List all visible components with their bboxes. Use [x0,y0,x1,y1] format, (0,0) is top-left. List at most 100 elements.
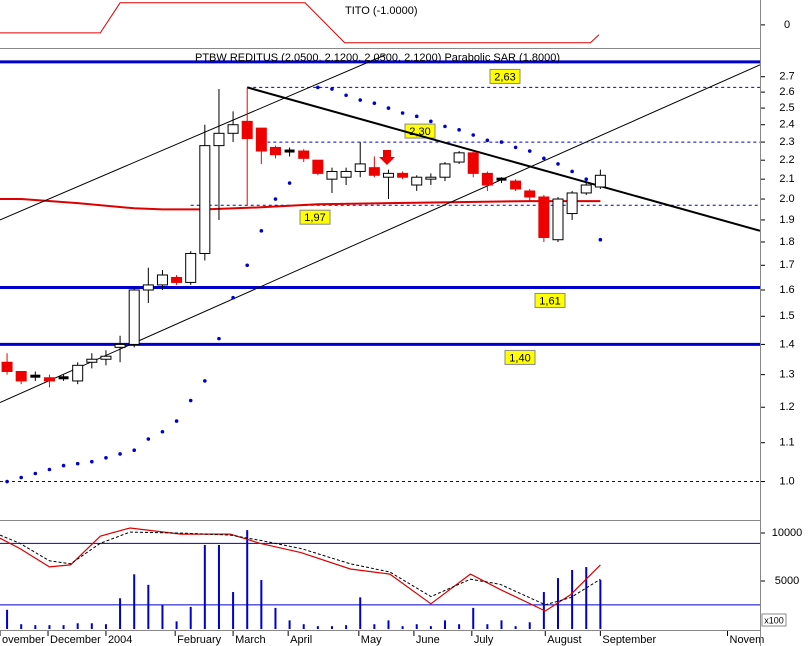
volume-bar [133,574,136,629]
x-tick-label: December [50,634,101,646]
sar-dot [386,106,391,110]
x-tick-label: 2004 [108,634,132,646]
candle-body [580,184,592,194]
candle-body [114,343,126,348]
volume-bar [401,626,404,629]
candle-body [312,159,324,174]
volume-bar [373,624,376,629]
candle-body [368,167,380,176]
volume-bar [232,592,235,629]
stochastic-line [0,531,601,606]
sar-dot [19,475,23,480]
sar-dot [372,101,377,106]
volume-bar [330,626,333,629]
sar-dot [542,156,546,161]
sar-dot [499,140,504,144]
x-tick-label: August [547,634,581,646]
volume-panel [0,527,760,629]
sar-dot [160,429,165,434]
sar-dot [61,463,66,468]
volume-bar [571,569,574,629]
candle-body [128,289,140,345]
candle-body [269,146,281,156]
sar-dot [471,133,476,137]
x-tick-label: April [290,634,312,646]
sar-dot [400,111,405,115]
volume-bar [599,580,602,629]
sar-dot [104,456,108,460]
candle-body [340,170,352,178]
candle-body [326,170,338,180]
candle-body [382,172,394,178]
y-tick-label: 2.3 [779,136,794,148]
candle-body [425,176,437,180]
level-label: 1,40 [509,352,530,364]
level-label-box [504,349,536,365]
volume-bar [20,624,23,629]
volume-bar [302,624,305,629]
level-label-box [534,292,566,308]
volume-bar [203,545,206,629]
level-label: 2,63 [494,71,515,83]
sar-dot [527,149,532,153]
y-tick-label: 10000 [772,527,803,539]
x-tick-label: Novem [730,634,765,646]
tito-line [0,2,600,44]
volume-bar [387,620,390,629]
candle-body [142,284,154,291]
candle-body [100,355,112,360]
candle-body [538,196,550,238]
candle-body [1,361,13,372]
sar-dot [132,448,137,452]
candle-body [481,172,493,186]
trendline [246,86,760,232]
candle-body [185,252,197,283]
volume-bar [443,620,446,629]
sar-dot [203,379,207,383]
x-tick-label: ovember [2,634,45,646]
sar-dot [358,98,363,102]
sar-dot [287,181,292,185]
trendline [0,64,760,403]
sar-dot [556,162,560,166]
candle-body [467,152,479,174]
sar-dot [316,85,320,90]
candle-body [43,377,55,382]
level-label-box [299,209,331,225]
y-tick-label: 1.9 [779,214,794,226]
level-label-box [489,68,521,84]
sar-dot [344,93,348,98]
unit-label: x100 [764,615,784,625]
volume-bar [62,625,65,629]
volume-bar [48,625,51,629]
y-tick-label: 1.7 [779,259,794,271]
tito-panel: TITO (-1.0000) [0,2,600,44]
volume-bar [316,626,319,629]
x-tick-label: September [602,634,656,646]
candle-body [510,180,522,190]
candle-body [397,172,409,178]
volume-bar [429,626,432,629]
volume-bar [161,605,164,629]
trendline [0,54,386,221]
candle-body [298,150,310,159]
candle-body [439,163,451,178]
volume-bar [90,623,93,629]
sar-dot [217,336,221,341]
y-tick-label: 2.2 [779,154,794,166]
y-tick-label: 2.5 [779,102,794,114]
candle-body [453,152,465,163]
y-tick-label: 5000 [775,575,799,587]
volume-bar [359,597,362,629]
sar-dot [188,398,193,403]
volume-bar [104,624,107,629]
level-label: 1,97 [304,212,325,224]
x-tick-label: March [235,634,266,646]
sar-dot [513,145,518,150]
candle-body [411,176,423,186]
sar-dot [414,114,419,119]
volume-bar [175,621,178,629]
sar-dot [330,87,334,91]
indicator-label: TITO (-1.0000) [345,5,418,17]
volume-bar [415,624,418,629]
